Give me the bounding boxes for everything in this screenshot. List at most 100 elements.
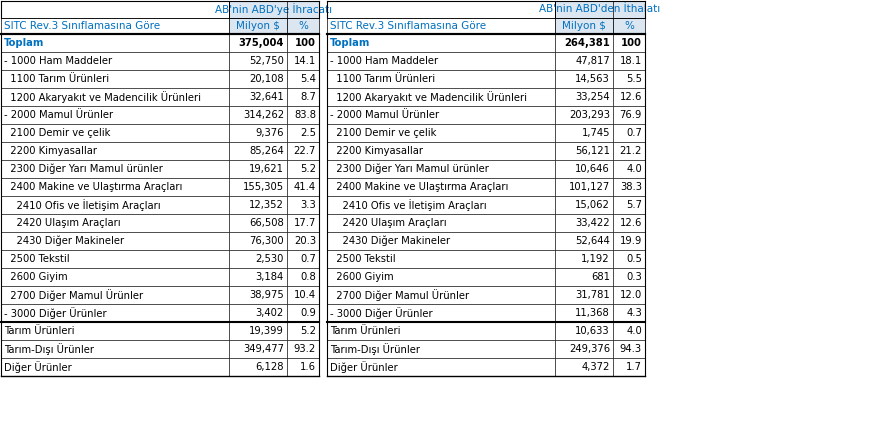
- Bar: [287, 322, 319, 340]
- Bar: [327, 160, 555, 178]
- Bar: [1, 106, 229, 124]
- Text: Diğer Ürünler: Diğer Ürünler: [330, 361, 398, 373]
- Bar: [327, 34, 555, 52]
- Text: - 2000 Mamul Ürünler: - 2000 Mamul Ürünler: [330, 110, 439, 120]
- Text: 0.5: 0.5: [626, 254, 642, 264]
- Bar: [327, 232, 555, 250]
- Text: 52,644: 52,644: [575, 236, 610, 246]
- Bar: [1, 250, 229, 268]
- Text: 15,062: 15,062: [575, 200, 610, 210]
- Bar: [613, 52, 645, 70]
- Bar: [327, 52, 555, 70]
- Bar: [613, 196, 645, 214]
- Text: 2410 Ofis ve İletişim Araçları: 2410 Ofis ve İletişim Araçları: [330, 199, 486, 211]
- Text: 2.5: 2.5: [300, 128, 316, 138]
- Bar: [1, 52, 229, 70]
- Bar: [327, 250, 555, 268]
- Bar: [327, 304, 555, 322]
- Text: 2300 Diğer Yarı Mamul ürünler: 2300 Diğer Yarı Mamul ürünler: [4, 164, 163, 174]
- Text: 8.7: 8.7: [300, 92, 316, 102]
- Bar: [613, 304, 645, 322]
- Text: 1.6: 1.6: [300, 362, 316, 372]
- Bar: [1, 358, 229, 376]
- Bar: [327, 214, 555, 232]
- Bar: [613, 160, 645, 178]
- Text: 5.2: 5.2: [300, 164, 316, 174]
- Text: 100: 100: [621, 38, 642, 48]
- Text: 12.0: 12.0: [620, 290, 642, 300]
- Text: 0.3: 0.3: [626, 272, 642, 282]
- Bar: [555, 34, 613, 52]
- Text: 12.6: 12.6: [620, 92, 642, 102]
- Text: 203,293: 203,293: [569, 110, 610, 120]
- Bar: [287, 214, 319, 232]
- Text: 2100 Demir ve çelik: 2100 Demir ve çelik: [4, 128, 110, 138]
- Text: 2100 Demir ve çelik: 2100 Demir ve çelik: [330, 128, 437, 138]
- Bar: [287, 142, 319, 160]
- Bar: [555, 106, 613, 124]
- Text: 22.7: 22.7: [294, 146, 316, 156]
- Text: 2200 Kimyasallar: 2200 Kimyasallar: [4, 146, 97, 156]
- Bar: [613, 34, 645, 52]
- Bar: [229, 232, 287, 250]
- Text: 5.7: 5.7: [626, 200, 642, 210]
- Bar: [287, 358, 319, 376]
- Bar: [555, 178, 613, 196]
- Bar: [613, 286, 645, 304]
- Bar: [613, 70, 645, 88]
- Text: 19,399: 19,399: [249, 326, 284, 336]
- Text: Toplam: Toplam: [330, 38, 370, 48]
- Bar: [287, 124, 319, 142]
- Text: 5.5: 5.5: [626, 74, 642, 84]
- Text: 83.8: 83.8: [294, 110, 316, 120]
- Bar: [287, 250, 319, 268]
- Bar: [287, 52, 319, 70]
- Text: 2400 Makine ve Ulaştırma Araçları: 2400 Makine ve Ulaştırma Araçları: [330, 182, 508, 192]
- Text: 101,127: 101,127: [569, 182, 610, 192]
- Bar: [555, 232, 613, 250]
- Bar: [555, 214, 613, 232]
- Bar: [327, 124, 555, 142]
- Text: 76,300: 76,300: [249, 236, 284, 246]
- Bar: [1, 214, 229, 232]
- Text: 249,376: 249,376: [569, 344, 610, 354]
- Text: 2410 Ofis ve İletişim Araçları: 2410 Ofis ve İletişim Araçları: [4, 199, 161, 211]
- Text: 93.2: 93.2: [294, 344, 316, 354]
- Text: 38.3: 38.3: [620, 182, 642, 192]
- Text: 2420 Ulaşım Araçları: 2420 Ulaşım Araçları: [330, 218, 446, 228]
- Text: Toplam: Toplam: [4, 38, 45, 48]
- Text: 2600 Giyim: 2600 Giyim: [330, 272, 394, 282]
- Bar: [555, 250, 613, 268]
- Bar: [613, 268, 645, 286]
- Text: 1100 Tarım Ürünleri: 1100 Tarım Ürünleri: [330, 74, 435, 84]
- Bar: [327, 18, 555, 34]
- Bar: [229, 106, 287, 124]
- Text: 4.0: 4.0: [626, 326, 642, 336]
- Text: 0.7: 0.7: [626, 128, 642, 138]
- Text: 1200 Akaryakıt ve Madencilik Ürünleri: 1200 Akaryakıt ve Madencilik Ürünleri: [4, 91, 201, 103]
- Bar: [229, 304, 287, 322]
- Bar: [555, 286, 613, 304]
- Bar: [613, 88, 645, 106]
- Text: 52,750: 52,750: [249, 56, 284, 66]
- Text: - 3000 Diğer Ürünler: - 3000 Diğer Ürünler: [4, 307, 107, 319]
- Bar: [229, 340, 287, 358]
- Bar: [287, 304, 319, 322]
- Bar: [555, 358, 613, 376]
- Bar: [229, 358, 287, 376]
- Text: 18.1: 18.1: [620, 56, 642, 66]
- Bar: [327, 196, 555, 214]
- Text: 19.9: 19.9: [620, 236, 642, 246]
- Bar: [555, 340, 613, 358]
- Bar: [287, 286, 319, 304]
- Bar: [229, 34, 287, 52]
- Text: SITC Rev.3 Sınıflamasına Göre: SITC Rev.3 Sınıflamasına Göre: [4, 21, 160, 31]
- Bar: [229, 196, 287, 214]
- Text: 155,305: 155,305: [243, 182, 284, 192]
- Bar: [1, 1, 229, 18]
- Text: 2700 Diğer Mamul Ürünler: 2700 Diğer Mamul Ürünler: [4, 289, 144, 301]
- Bar: [287, 18, 319, 34]
- Bar: [613, 106, 645, 124]
- Text: 33,254: 33,254: [576, 92, 610, 102]
- Text: 2430 Diğer Makineler: 2430 Diğer Makineler: [330, 236, 450, 246]
